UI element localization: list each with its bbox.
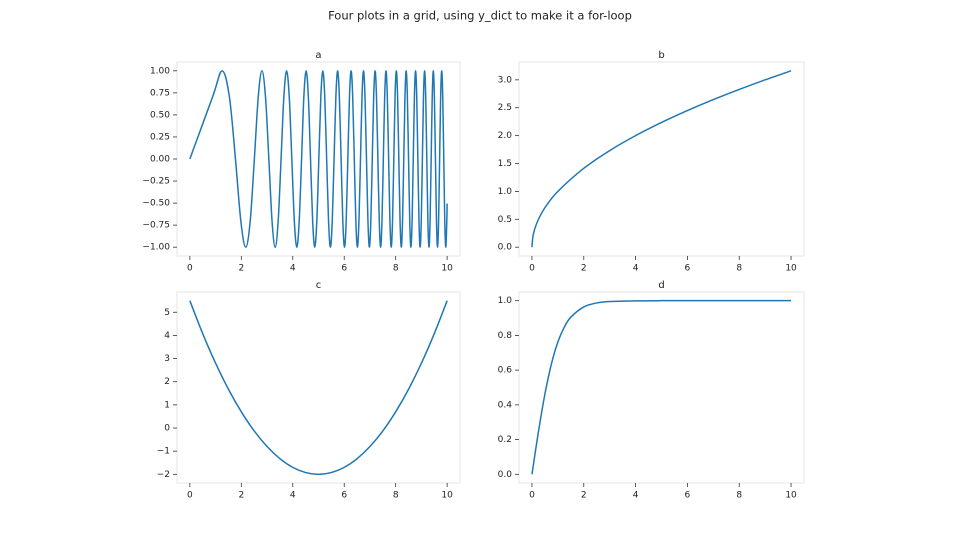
data-line [531, 299, 792, 475]
axes-frame [518, 61, 805, 257]
subplot-title: d [658, 280, 664, 291]
y-tick-label: 0.50 [150, 110, 170, 120]
x-tick-label: 0 [187, 264, 193, 274]
y-tick-label: 1.5 [498, 159, 512, 169]
y-tick-label: 3.0 [498, 75, 513, 85]
x-tick-label: 4 [290, 264, 296, 274]
y-tick-label: 0.4 [498, 400, 513, 410]
y-tick-label: 0.6 [498, 366, 513, 376]
y-tick-label: 0.2 [498, 435, 512, 445]
x-tick-label: 0 [529, 264, 535, 274]
subplot-title: c [316, 280, 322, 291]
y-tick-label: 3 [164, 354, 170, 364]
y-tick-label: 0.8 [498, 331, 513, 341]
x-tick-label: 4 [633, 264, 639, 274]
y-tick-label: 2.0 [498, 131, 513, 141]
data-line [189, 300, 448, 476]
x-tick-label: 8 [736, 264, 742, 274]
subplot-title: a [315, 50, 321, 61]
data-line [189, 70, 448, 248]
axes-frame [176, 291, 461, 484]
x-tick-label: 8 [393, 264, 399, 274]
x-tick-label: 4 [633, 491, 639, 501]
x-tick-label: 2 [238, 264, 244, 274]
y-tick-label: 5 [164, 308, 170, 318]
y-tick-label: 0.5 [498, 215, 512, 225]
figure-title: Four plots in a grid, using y_dict to ma… [328, 9, 632, 23]
y-tick-label: 1.00 [150, 66, 170, 76]
x-tick-label: 10 [785, 491, 797, 501]
axes-frame [518, 291, 805, 484]
x-tick-label: 2 [581, 264, 587, 274]
x-tick-label: 4 [290, 491, 296, 501]
x-tick-label: 6 [685, 491, 691, 501]
y-tick-label: 0.0 [498, 243, 513, 253]
subplot-title: b [658, 50, 664, 61]
x-tick-label: 6 [341, 264, 347, 274]
y-tick-label: 0.00 [150, 155, 170, 165]
y-tick-label: −1.00 [142, 243, 170, 253]
y-tick-label: −0.25 [142, 177, 170, 187]
x-tick-label: 6 [341, 491, 347, 501]
y-tick-label: −0.50 [142, 199, 170, 209]
y-tick-label: 4 [164, 331, 170, 341]
y-tick-label: −1 [157, 447, 170, 457]
x-tick-label: 10 [441, 491, 453, 501]
x-tick-label: 8 [393, 491, 399, 501]
x-tick-label: 6 [685, 264, 691, 274]
y-tick-label: 1.0 [498, 187, 513, 197]
y-tick-label: 0.0 [498, 470, 513, 480]
x-tick-label: 10 [785, 264, 797, 274]
y-tick-label: 1 [164, 400, 170, 410]
x-tick-label: 10 [441, 264, 453, 274]
y-tick-label: 0.25 [150, 132, 170, 142]
data-line [531, 70, 792, 248]
y-tick-label: 0 [164, 424, 170, 434]
y-tick-label: −0.75 [142, 221, 170, 231]
y-tick-label: −2 [157, 470, 170, 480]
y-tick-label: 1.0 [498, 296, 513, 306]
x-tick-label: 2 [238, 491, 244, 501]
x-tick-label: 2 [581, 491, 587, 501]
x-tick-label: 0 [529, 491, 535, 501]
y-tick-label: 2 [164, 377, 170, 387]
x-tick-label: 8 [736, 491, 742, 501]
y-tick-label: 0.75 [150, 88, 170, 98]
x-tick-label: 0 [187, 491, 193, 501]
y-tick-label: 2.5 [498, 103, 512, 113]
